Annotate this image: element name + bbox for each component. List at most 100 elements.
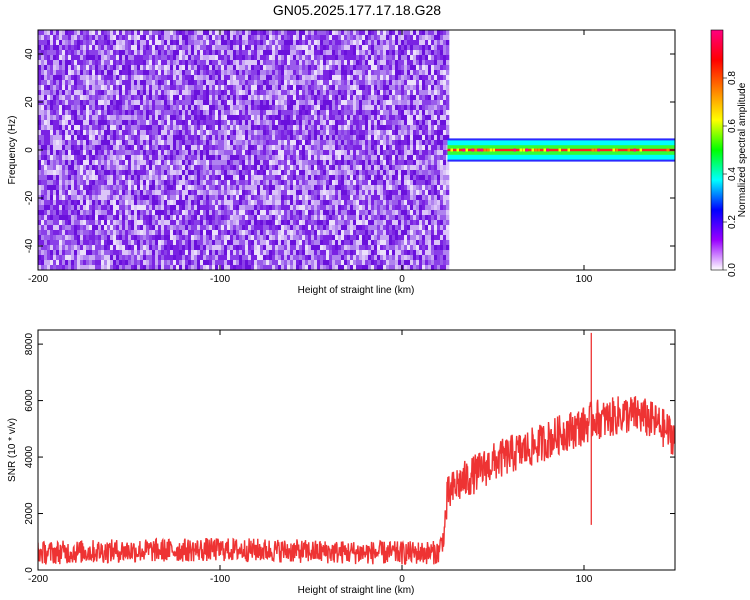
spectrogram-cell [47, 120, 51, 126]
spectrogram-cell [188, 90, 192, 96]
spectrogram-cell [332, 50, 336, 56]
spectrogram-cell [191, 65, 195, 71]
spectrogram-cell [320, 135, 324, 141]
spectrogram-cell [80, 190, 84, 196]
spectrogram-cell [293, 200, 297, 206]
spectrogram-cell [212, 255, 216, 261]
spectrogram-cell [113, 40, 117, 46]
spectrogram-cell [341, 130, 345, 136]
spectrogram-cell [248, 150, 252, 156]
spectrogram-cell [110, 260, 114, 266]
spectrogram-cell [344, 125, 348, 131]
spectrogram-cell [134, 70, 138, 76]
spectrogram-cell [335, 170, 339, 176]
spectrogram-cell [302, 190, 306, 196]
spectrogram-cell [104, 40, 108, 46]
spectrogram-cell [299, 215, 303, 221]
spectrogram-cell [62, 75, 66, 81]
spectrogram-cell [227, 260, 231, 266]
spectrogram-cell [44, 75, 48, 81]
spectrogram-cell [65, 240, 69, 246]
spectrogram-cell [275, 190, 279, 196]
spectrogram-cell [179, 230, 183, 236]
spectrogram-cell [77, 235, 81, 241]
spectrogram-cell [122, 190, 126, 196]
spectrogram-cell [323, 40, 327, 46]
spectrogram-cell [188, 265, 192, 270]
spectrogram-cell [164, 180, 168, 186]
spectrogram-cell [185, 105, 189, 111]
spectrogram-cell [221, 115, 225, 121]
spectrogram-cell [329, 150, 333, 156]
spectrogram-cell [185, 110, 189, 116]
spectrogram-cell [299, 245, 303, 251]
spectrogram-cell [65, 100, 69, 106]
spectrogram-cell [233, 255, 237, 261]
spectrogram-cell [47, 125, 51, 131]
spectrogram-cell [89, 180, 93, 186]
spectrogram-cell [167, 45, 171, 51]
spectrogram-cell [110, 190, 114, 196]
spectrogram-cell [143, 235, 147, 241]
spectrogram-cell [191, 100, 195, 106]
spectrogram-cell [83, 240, 87, 246]
spectrogram-cell [251, 175, 255, 181]
spectrogram-cell [134, 95, 138, 101]
spectrogram-cell [131, 50, 135, 56]
spectrogram-cell [278, 205, 282, 211]
spectrogram-cell [170, 170, 174, 176]
spectrogram-cell [188, 160, 192, 166]
spectrogram-cell [242, 120, 246, 126]
spectrogram-cell [290, 205, 294, 211]
spectrogram-cell [305, 105, 309, 111]
spectrogram-cell [176, 70, 180, 76]
spectrogram-cell [128, 75, 132, 81]
spectrogram-cell [113, 60, 117, 66]
spectrogram-cell [122, 40, 126, 46]
spectrogram-cell [194, 260, 198, 266]
spectrogram-cell [203, 235, 207, 241]
spectrogram-cell [179, 255, 183, 261]
spectrogram-cell [248, 240, 252, 246]
spectrogram-cell [200, 255, 204, 261]
spectrogram-cell [311, 195, 315, 201]
spectrogram-cell [317, 180, 321, 186]
spectrogram-cell [149, 145, 153, 151]
spectrogram-cell [302, 195, 306, 201]
spectrogram-cell [290, 80, 294, 86]
spectrogram-cell [197, 185, 201, 191]
spectrogram-cell [137, 30, 141, 36]
spectrogram-cell [302, 180, 306, 186]
spectrogram-cell [164, 265, 168, 270]
spectrogram-cell [185, 130, 189, 136]
spectrogram-cell [62, 140, 66, 146]
spectrogram-cell [290, 150, 294, 156]
spectrogram-cell [164, 30, 168, 36]
spectrogram-cell [47, 205, 51, 211]
spectrogram-cell [203, 210, 207, 216]
spectrogram-cell [110, 40, 114, 46]
spectrogram-cell [266, 85, 270, 91]
spectrogram-cell [92, 195, 96, 201]
spectrogram-cell [149, 200, 153, 206]
spectrogram-cell [128, 235, 132, 241]
spectrogram-cell [89, 260, 93, 266]
spectrogram-cell [56, 80, 60, 86]
spectrogram-cell [77, 35, 81, 41]
spectrogram-cell [53, 130, 57, 136]
spectrogram-cell [338, 140, 342, 146]
spectrogram-cell [77, 95, 81, 101]
spectrogram-cell [89, 30, 93, 36]
spectrogram-cell [191, 50, 195, 56]
spectrogram-cell [245, 95, 249, 101]
spectrogram-cell [326, 125, 330, 131]
spectrogram-cell [302, 125, 306, 131]
spectrogram-cell [98, 235, 102, 241]
spectrogram-cell [152, 55, 156, 61]
spectrogram-cell [44, 160, 48, 166]
spectrogram-cell [65, 260, 69, 266]
spectrogram-cell [122, 180, 126, 186]
spectrogram-cell [170, 230, 174, 236]
spectrogram-cell [215, 180, 219, 186]
spectrogram-cell [80, 90, 84, 96]
